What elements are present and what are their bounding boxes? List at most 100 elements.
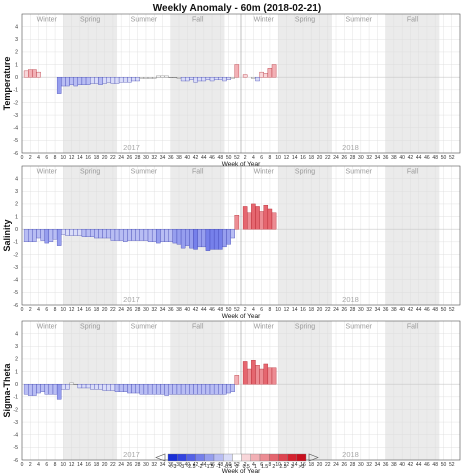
bar-week xyxy=(98,229,103,239)
season-label: Fall xyxy=(407,17,419,24)
bar-week xyxy=(218,77,223,80)
x-tick-label: 20 xyxy=(102,462,108,468)
x-tick-label: 36 xyxy=(168,462,174,468)
x-tick-label: 8 xyxy=(269,155,272,161)
bar-week xyxy=(77,77,83,85)
x-tick-label: 50 xyxy=(441,462,447,468)
year-label: 2017 xyxy=(123,295,140,304)
bar-week xyxy=(267,68,273,78)
season-label: Winter xyxy=(254,17,275,24)
bar-week xyxy=(123,384,128,392)
bar-week xyxy=(85,77,91,85)
y-tick-label: 0 xyxy=(15,227,18,233)
bar-week xyxy=(180,229,186,249)
bar-week xyxy=(40,229,45,241)
x-tick-label: 12 xyxy=(284,307,290,313)
season-shade xyxy=(385,14,440,153)
bar-week xyxy=(73,77,78,87)
x-tick-label: 44 xyxy=(416,462,422,468)
bar-week xyxy=(168,229,173,242)
x-tick-label: 28 xyxy=(350,307,356,313)
bar-week xyxy=(189,384,194,395)
x-tick-label: 24 xyxy=(333,307,339,313)
x-tick-label: 40 xyxy=(185,307,191,313)
bar-week xyxy=(247,212,252,230)
bar-week xyxy=(160,75,165,78)
bar-week xyxy=(147,77,153,79)
y-tick-label: -3 xyxy=(13,265,18,271)
x-tick-label: 44 xyxy=(416,155,422,161)
bar-week xyxy=(90,229,95,237)
x-tick-label: 44 xyxy=(416,307,422,313)
season-label: Spring xyxy=(295,17,315,24)
bar-week xyxy=(271,212,277,230)
bar-week xyxy=(81,229,87,237)
x-tick-label: 48 xyxy=(432,155,438,161)
x-tick-label: 4 xyxy=(37,462,40,468)
x-tick-label: 16 xyxy=(85,462,91,468)
bar-week xyxy=(151,384,157,395)
bar-week xyxy=(222,229,227,248)
x-tick-label: 26 xyxy=(342,307,348,313)
x-tick-label: 46 xyxy=(424,155,430,161)
bar-week xyxy=(164,75,169,78)
bar-week xyxy=(139,229,145,241)
bar-week xyxy=(85,229,91,237)
x-tick-label: 34 xyxy=(375,155,381,161)
colorbar-legend: <-3 -3 -2.5 -2 -1.5 -1 -0.5 0 0.5 1 1.5 2 2.5 3 >3 xyxy=(155,453,319,470)
x-tick-label: 50 xyxy=(226,155,232,161)
x-tick-label: 40 xyxy=(399,462,405,468)
bar-week xyxy=(193,229,198,250)
x-tick-label: 8 xyxy=(54,155,57,161)
x-tick-label: 28 xyxy=(350,462,356,468)
x-tick-label: 44 xyxy=(201,307,207,313)
bar-week xyxy=(118,384,124,392)
x-axis-label: Week of Year xyxy=(222,161,261,168)
y-tick-label: 3 xyxy=(15,344,18,350)
x-tick-label: 26 xyxy=(342,462,348,468)
bar-week xyxy=(255,206,260,230)
y-tick-label: -2 xyxy=(13,100,18,106)
x-tick-label: 38 xyxy=(391,462,397,468)
colorbar-swatch xyxy=(167,453,178,462)
y-tick-label: 1 xyxy=(15,214,18,220)
bar-week xyxy=(61,77,66,87)
x-tick-label: 18 xyxy=(94,462,100,468)
bar-week xyxy=(259,71,264,78)
bar-week xyxy=(209,229,215,250)
bar-week xyxy=(94,384,99,390)
bar-week xyxy=(222,77,227,82)
bar-week xyxy=(201,77,207,82)
x-tick-label: 6 xyxy=(260,462,263,468)
x-tick-label: 10 xyxy=(61,462,67,468)
y-tick-label: -2 xyxy=(13,252,18,258)
colorbar-swatch xyxy=(223,453,233,462)
x-tick-label: 8 xyxy=(54,462,57,468)
year-label: 2017 xyxy=(123,143,140,152)
colorbar-swatch xyxy=(186,453,196,462)
x-tick-label: 42 xyxy=(408,307,414,313)
bar-week xyxy=(28,229,33,242)
bar-week xyxy=(73,384,78,385)
bar-week xyxy=(251,359,256,385)
bar-week xyxy=(143,229,149,241)
season-label: Spring xyxy=(80,17,100,24)
bar-week xyxy=(160,384,165,395)
colorbar-swatch xyxy=(296,453,307,462)
bar-week xyxy=(251,77,256,79)
colorbar-swatch xyxy=(195,453,205,462)
colorbar-swatch xyxy=(232,453,242,462)
x-tick-label: 30 xyxy=(358,462,364,468)
y-tick-label: 4 xyxy=(15,176,18,182)
bar-week xyxy=(143,77,149,79)
x-tick-label: 30 xyxy=(358,155,364,161)
bar-week xyxy=(56,229,62,246)
colorbar-swatch xyxy=(241,453,251,462)
x-tick-label: 16 xyxy=(300,307,306,313)
y-axis-label: Temperature xyxy=(2,57,12,111)
x-tick-label: 2 xyxy=(244,462,247,468)
x-tick-label: 8 xyxy=(269,462,272,468)
bar-week xyxy=(234,375,240,385)
bar-week xyxy=(255,365,260,385)
